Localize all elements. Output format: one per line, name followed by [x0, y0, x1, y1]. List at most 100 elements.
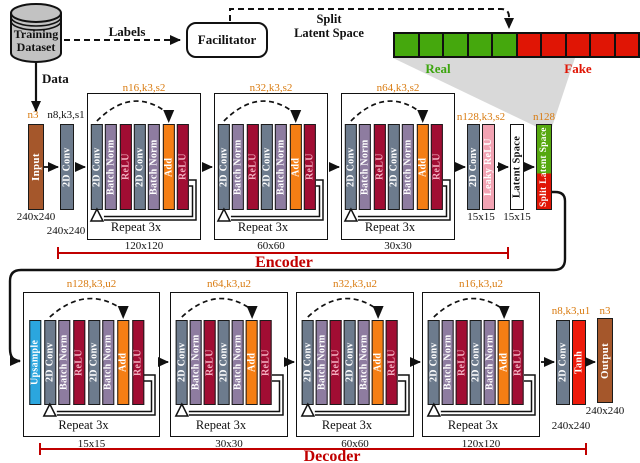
bn-bar: Batch Norm — [232, 320, 244, 405]
bn-bar: Batch Norm — [358, 320, 370, 405]
decoder-head-conv-bar: 2D Conv — [556, 320, 570, 405]
relu-bar: ReLU — [246, 124, 259, 210]
latent-square-real — [491, 32, 518, 58]
relu-bar: ReLU — [260, 320, 272, 405]
split-title-line1: Split — [316, 12, 342, 26]
conv-bar: 2D Conv — [134, 124, 146, 210]
conv-bar: 2D Conv — [344, 320, 356, 405]
conv-bar: 2D Conv — [470, 320, 482, 405]
relu-bar: ReLU — [512, 320, 524, 405]
bn-bar: Batch Norm — [316, 320, 328, 405]
real-label: Real — [425, 61, 451, 76]
relu-bar: ReLU — [373, 124, 386, 210]
split-latent-space-bar: Split Latent Space — [536, 124, 552, 210]
upsample-bar: Upsample — [29, 320, 42, 405]
repeat-label: Repeat 3x — [321, 418, 373, 432]
latent-size-label: 15x15 — [503, 211, 531, 223]
stem-param-label: n8,k3,s1 — [47, 109, 85, 121]
bn-bar: Batch Norm — [232, 124, 245, 210]
feature-size-label: 60x60 — [341, 438, 369, 450]
add-bar: Add — [416, 124, 429, 210]
repeat-label: Repeat 3x — [195, 418, 247, 432]
conv-bar: 2D Conv — [218, 320, 230, 405]
conv-bar: 2D Conv — [43, 320, 56, 405]
relu-bar: ReLU — [119, 124, 132, 210]
conv-bar: 2D Conv — [345, 124, 357, 210]
decoder-bracket-label: Decoder — [303, 448, 361, 463]
bn-bar: Batch Norm — [484, 320, 496, 405]
latent-square-real — [466, 32, 493, 58]
conv-bar: 2D Conv — [302, 320, 314, 405]
bn-bar: Batch Norm — [58, 320, 71, 405]
repeat-label: Repeat 3x — [364, 220, 416, 234]
repeat-label: Repeat 3x — [110, 220, 162, 234]
conv-bar: 2D Conv — [87, 320, 100, 405]
add-bar: Add — [372, 320, 384, 405]
facilitator-box: Facilitator — [186, 22, 268, 58]
split-latent-space-title: Split Latent Space — [279, 12, 379, 40]
add-bar: Add — [289, 124, 302, 210]
input-param-label: n3 — [27, 109, 39, 121]
bn-bar: Batch Norm — [402, 124, 415, 210]
bn-bar: Batch Norm — [190, 320, 202, 405]
relu-bar: ReLU — [456, 320, 468, 405]
add-bar: Add — [117, 320, 130, 405]
conv-bar: 2D Conv — [388, 124, 400, 210]
conv-bar: 2D Conv — [91, 124, 103, 210]
fake-label: Fake — [564, 61, 592, 76]
latent-square-fake — [589, 32, 616, 58]
relu-bar: ReLU — [330, 320, 342, 405]
latent-square-real — [442, 32, 469, 58]
repeat-label: Repeat 3x — [447, 418, 499, 432]
bn-bar: Batch Norm — [105, 124, 118, 210]
training-dataset-line1: Training — [13, 27, 59, 41]
data-arrow-label: Data — [42, 71, 69, 86]
block-param-label: n32,k3,u2 — [333, 278, 377, 290]
repeat-label: Repeat 3x — [58, 418, 109, 432]
funnel-shape — [393, 58, 575, 127]
latent-square-real — [417, 32, 444, 58]
encoder-head-param-label: n128,k3,s2 — [456, 111, 506, 123]
training-dataset-line2: Dataset — [16, 40, 56, 54]
latent-square-fake — [540, 32, 567, 58]
repeat-label: Repeat 3x — [237, 220, 289, 234]
relu-bar: ReLU — [177, 124, 189, 210]
latent-space-bar: Latent Space — [510, 124, 524, 210]
decoder-head-size-label: 240x240 — [551, 420, 591, 432]
bn-bar: Batch Norm — [275, 124, 288, 210]
latent-square-real — [393, 32, 420, 58]
add-bar: Add — [246, 320, 258, 405]
bn-bar: Batch Norm — [148, 124, 161, 210]
conv-bar: 2D Conv — [218, 124, 230, 210]
feature-size-label: 30x30 — [215, 438, 243, 450]
database-cylinder-icon — [10, 3, 62, 63]
output-param-label: n3 — [599, 305, 611, 317]
bn-bar: Batch Norm — [102, 320, 115, 405]
stem-size-label: 240x240 — [46, 225, 86, 237]
relu-bar: ReLU — [386, 320, 398, 405]
output-bar: Output — [597, 318, 613, 403]
feature-size-label: 120x120 — [461, 438, 501, 450]
labels-arrow-label: Labels — [108, 24, 146, 39]
block-param-label: n32,k3,s2 — [249, 82, 293, 94]
bn-bar: Batch Norm — [442, 320, 454, 405]
feature-size-label: 15x15 — [77, 438, 106, 450]
relu-bar: ReLU — [304, 124, 316, 210]
block-param-label: n128,k3,u2 — [66, 278, 117, 290]
block-param-label: n64,k3,s2 — [376, 82, 420, 94]
latent-square-fake — [515, 32, 542, 58]
tanh-bar: Tanh — [572, 320, 586, 405]
feature-size-label: 60x60 — [257, 240, 285, 252]
relu-bar: ReLU — [431, 124, 443, 210]
feature-size-label: 30x30 — [384, 240, 412, 252]
relu-bar: ReLU — [204, 320, 216, 405]
stem-conv-bar: 2D Conv — [60, 124, 74, 210]
conv-bar: 2D Conv — [428, 320, 440, 405]
input-size-label: 240x240 — [16, 211, 56, 223]
output-size-label: 240x240 — [585, 405, 625, 417]
feature-size-label: 120x120 — [124, 240, 164, 252]
relu-bar: ReLU — [73, 320, 86, 405]
latent-square-fake — [613, 32, 640, 58]
